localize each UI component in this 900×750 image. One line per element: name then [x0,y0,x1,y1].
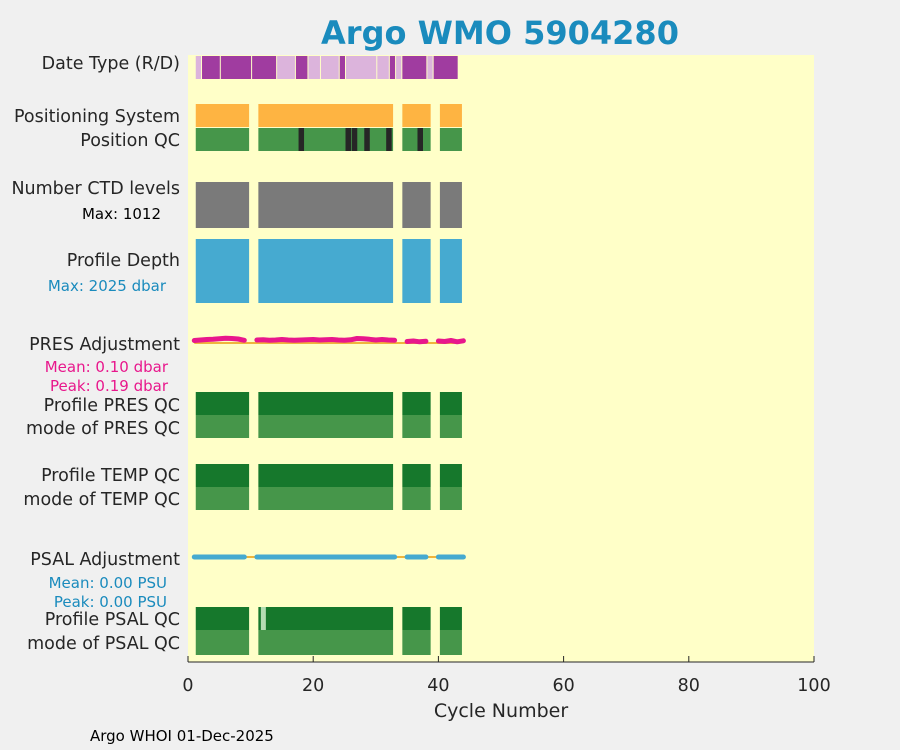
row-label-positioning-system: Positioning System [14,107,180,127]
row-label-ctd-levels: Number CTD levels [11,179,180,199]
x-tick-label-80: 80 [678,676,700,696]
date-type-block-16 [433,56,458,79]
row-label-pres-adjustment: PRES Adjustment [29,335,180,355]
x-axis: 0 20 40 60 80 100 [182,656,831,696]
profile-psal-qc-bar-4 [439,607,462,630]
positioning-bar-3 [402,104,431,127]
date-type-block-1 [195,56,202,79]
position-qc-bar-2 [258,128,394,151]
stat-psal-peak: Peak: 0.00 PSU [54,593,167,611]
positioning-bar-2 [258,104,394,127]
row-label-profile-pres-qc: Profile PRES QC [44,396,180,416]
date-type-block-14 [402,56,427,79]
position-qc-bad-2 [345,128,351,151]
date-type-block-13 [396,56,402,79]
date-type-block-9 [339,56,345,79]
position-qc-bad-4 [364,128,370,151]
row-label-date-type: Date Type (R/D) [42,54,180,74]
date-type-block-10 [346,56,377,79]
row-label-profile-psal-qc: Profile PSAL QC [45,610,180,630]
x-axis-label: Cycle Number [434,700,568,722]
ctd-levels-bar-1 [195,182,250,228]
pres-adjustment-line-3 [404,338,429,345]
position-qc-bad-6 [417,128,423,151]
psal-qc-light-1 [260,607,266,630]
profile-temp-qc-bar-4 [439,464,462,487]
row-label-profile-temp-qc: Profile TEMP QC [41,466,180,486]
row-label-position-qc: Position QC [80,131,180,151]
date-type-block-7 [308,56,320,79]
date-type-block-6 [295,56,308,79]
date-type-block-5 [277,56,295,79]
profile-depth-bar-2 [258,239,394,303]
position-qc-bar-4 [439,128,462,151]
mode-pres-qc-bar-4 [439,415,462,438]
profile-pres-qc-bar-2 [258,392,394,415]
position-qc-bad-1 [298,128,305,151]
profile-pres-qc-bar-4 [439,392,462,415]
position-qc-bad-3 [351,128,358,151]
profile-depth-bar-1 [195,239,250,303]
pres-adjustment-line-1 [191,335,247,343]
mode-psal-qc-bar-1 [195,630,250,655]
mode-psal-qc-bar-4 [439,630,462,655]
mode-temp-qc-bar-4 [439,487,462,510]
chart-title: Argo WMO 5904280 [321,14,679,52]
profile-pres-qc-bar-3 [402,392,431,415]
row-label-mode-temp-qc: mode of TEMP QC [23,490,180,510]
position-qc-bad-5 [386,128,392,151]
profile-temp-qc-bar-2 [258,464,394,487]
date-type-block-12 [389,56,396,79]
stat-pres-mean: Mean: 0.10 dbar [45,358,169,376]
row-label-profile-depth: Profile Depth [67,251,180,271]
profile-psal-qc-bar-3 [402,607,431,630]
mode-pres-qc-bar-1 [195,415,250,438]
profile-temp-qc-bar-3 [402,464,431,487]
profile-psal-qc-bar-1 [195,607,250,630]
x-tick-label-60: 60 [552,676,574,696]
mode-temp-qc-bar-2 [258,487,394,510]
date-type-block-3 [220,56,252,79]
stat-ctd-max: Max: 1012 [82,205,161,223]
row-label-mode-psal-qc: mode of PSAL QC [27,634,180,654]
mode-pres-qc-bar-2 [258,415,394,438]
position-qc-bar-3 [402,128,431,151]
mode-temp-qc-bar-3 [402,487,431,510]
profile-depth-bar-3 [402,239,431,303]
stat-pres-peak: Peak: 0.19 dbar [50,377,169,395]
row-label-mode-pres-qc: mode of PRES QC [26,419,180,439]
date-type-block-8 [320,56,339,79]
x-tick-label-40: 40 [427,676,449,696]
pres-adjustment-line-4 [435,338,466,345]
data-marks [191,56,466,655]
footer-credit: Argo WHOI 01-Dec-2025 [90,727,274,745]
profile-pres-qc-bar-1 [195,392,250,415]
date-type-block-11 [377,56,389,79]
ctd-levels-bar-2 [258,182,394,228]
positioning-bar-1 [195,104,250,127]
pres-adjustment-line-2 [254,336,398,343]
positioning-bar-4 [439,104,462,127]
profile-temp-qc-bar-1 [195,464,250,487]
date-type-block-2 [202,56,220,79]
stat-psal-mean: Mean: 0.00 PSU [49,574,167,592]
mode-temp-qc-bar-1 [195,487,250,510]
position-qc-bar-1 [195,128,250,151]
ctd-levels-bar-3 [402,182,431,228]
ctd-levels-bar-4 [439,182,462,228]
date-type-block-4 [252,56,277,79]
plot-area [188,55,814,662]
profile-depth-bar-4 [439,239,462,303]
x-tick-label-0: 0 [182,676,193,696]
x-tick-label-100: 100 [797,676,830,696]
mode-pres-qc-bar-3 [402,415,431,438]
mode-psal-qc-bar-3 [402,630,431,655]
x-tick-label-20: 20 [302,676,324,696]
date-type-block-15 [427,56,433,79]
row-label-psal-adjustment: PSAL Adjustment [30,550,180,570]
profile-psal-qc-bar-2 [258,607,394,630]
mode-psal-qc-bar-2 [258,630,394,655]
stat-depth-max: Max: 2025 dbar [48,277,167,295]
